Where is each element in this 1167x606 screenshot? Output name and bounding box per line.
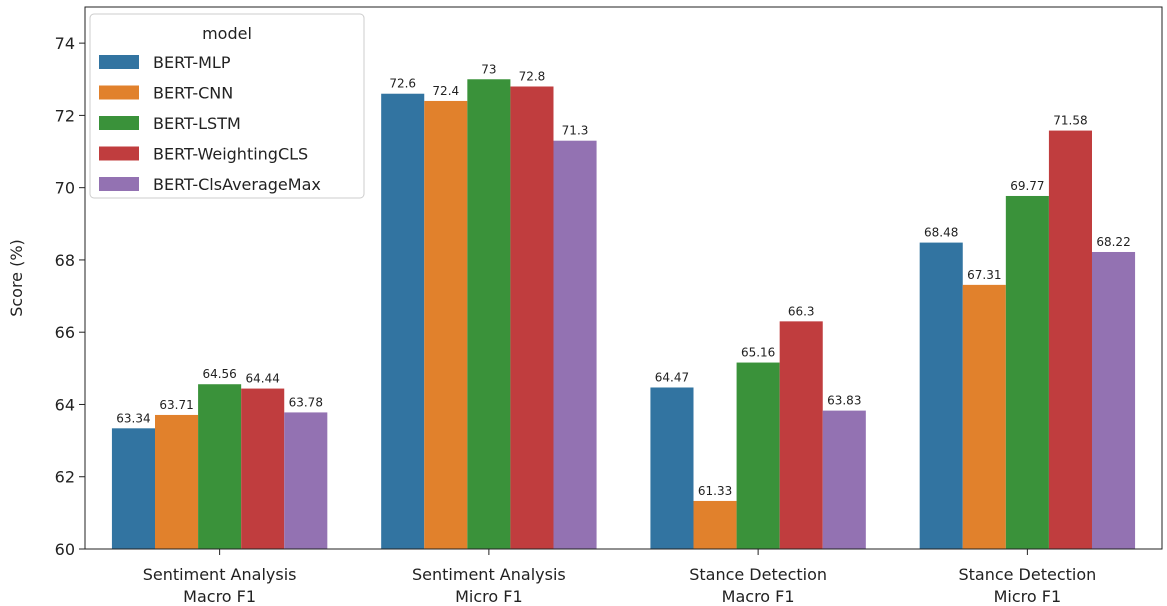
bar (1048, 130, 1092, 550)
plot-frame (84, 6, 1163, 550)
bar (919, 242, 963, 549)
y-tick-label: 68 (55, 251, 75, 270)
bar (198, 384, 242, 549)
x-tick-label: Micro F1 (994, 587, 1062, 606)
bar-value-label: 61.33 (698, 484, 732, 498)
x-tick-label: Stance Detection (689, 565, 827, 584)
bar-value-label: 63.71 (159, 398, 193, 412)
bar-value-label: 72.4 (432, 84, 459, 98)
legend-label: BERT-ClsAverageMax (153, 175, 321, 194)
bar (241, 388, 285, 549)
y-tick-label: 74 (55, 34, 75, 53)
legend-label: BERT-WeightingCLS (153, 145, 308, 164)
bar-value-label: 66.3 (788, 304, 815, 318)
x-tick-label: Stance Detection (958, 565, 1096, 584)
bar (381, 93, 425, 549)
y-axis: 60 62 64 66 68 70 72 74 (55, 34, 85, 559)
bar (284, 412, 328, 549)
bar (1091, 251, 1136, 549)
bar-value-label: 72.8 (519, 69, 546, 83)
legend-swatch (99, 177, 139, 191)
bar-value-label: 71.58 (1053, 114, 1087, 128)
bar (155, 414, 199, 549)
bar-value-label: 64.47 (655, 370, 689, 384)
bar (424, 100, 468, 550)
bar-value-label: 63.83 (827, 394, 861, 408)
legend-box (89, 13, 365, 199)
x-tick-label: Micro F1 (455, 587, 523, 606)
bar (736, 362, 780, 549)
bar-value-label: 68.48 (924, 226, 958, 240)
bar (510, 86, 554, 549)
y-tick-label: 70 (55, 179, 75, 198)
legend-label: BERT-MLP (153, 53, 231, 72)
y-tick-label: 66 (55, 323, 75, 342)
y-tick-label: 64 (55, 395, 75, 414)
bar-value-label: 72.6 (389, 77, 416, 91)
bar-value-label: 64.56 (202, 367, 236, 381)
bar-value-label: 69.77 (1010, 179, 1044, 193)
legend-label: BERT-CNN (153, 84, 233, 103)
legend-label: BERT-LSTM (153, 114, 241, 133)
bar (650, 387, 694, 549)
x-tick-label: Macro F1 (722, 587, 795, 606)
x-tick-label: Sentiment Analysis (412, 565, 566, 584)
bar-value-label: 68.22 (1096, 235, 1130, 249)
y-tick-label: 62 (55, 468, 75, 487)
bar (467, 79, 511, 550)
bar-value-label: 63.78 (289, 395, 323, 409)
x-tick-label: Macro F1 (183, 587, 256, 606)
bar-value-label: 65.16 (741, 346, 775, 360)
legend-swatch (99, 85, 139, 100)
bar-value-label: 64.44 (246, 372, 280, 386)
legend-items: BERT-MLP BERT-CNN BERT-LSTM BERT-WeightingC… (99, 53, 321, 194)
bar-value-label: 67.31 (967, 268, 1001, 282)
bar-value-label: 71.3 (562, 124, 589, 138)
legend: model BERT-MLP BERT-CNN BERT-LSTM BERT-Weig… (89, 13, 365, 199)
bar (1005, 195, 1049, 549)
y-tick-label: 72 (55, 106, 75, 125)
bar (822, 410, 866, 549)
bar (962, 284, 1006, 549)
bar (553, 140, 597, 549)
legend-swatch (99, 146, 139, 161)
y-axis-title: Score (%) (7, 239, 26, 317)
x-tick-label: Sentiment Analysis (143, 565, 297, 584)
bar (779, 321, 823, 549)
bar-value-label: 63.34 (116, 411, 150, 425)
legend-swatch (99, 55, 139, 69)
bar (693, 500, 737, 549)
legend-title: model (202, 24, 252, 43)
data-labels-layer: 63.34 72.6 64.47 68.48 63.71 72.4 61.33 67.31 64… (116, 62, 1130, 498)
bar-value-label: 73 (481, 62, 496, 76)
x-axis: Sentiment Analysis Macro F1 Sentiment Anal… (143, 549, 1096, 606)
bar (111, 428, 156, 549)
y-tick-label: 60 (55, 540, 75, 559)
legend-swatch (99, 116, 139, 130)
bars-layer (111, 79, 1136, 550)
